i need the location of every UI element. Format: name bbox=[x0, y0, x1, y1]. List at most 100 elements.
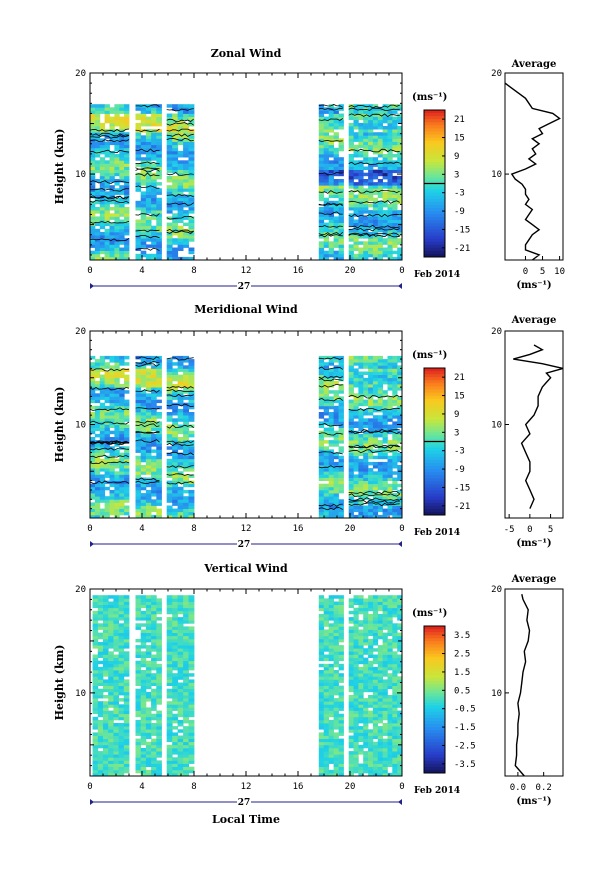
heatmap-cell bbox=[99, 368, 106, 372]
heatmap-cell bbox=[318, 719, 325, 724]
heatmap-cell bbox=[135, 663, 142, 668]
heatmap-cell bbox=[348, 465, 354, 469]
heatmap-cell bbox=[382, 157, 388, 161]
heatmap-cell bbox=[323, 399, 329, 404]
heatmap-cell bbox=[177, 676, 184, 680]
colorbar-step bbox=[424, 368, 445, 372]
heatmap-cell bbox=[397, 458, 403, 463]
heatmap-cell bbox=[323, 617, 329, 621]
heatmap-cell bbox=[177, 719, 184, 724]
heatmap-cell bbox=[372, 135, 379, 139]
heatmap-cell bbox=[372, 175, 379, 180]
heatmap-cell bbox=[188, 141, 195, 146]
heatmap-cell bbox=[166, 505, 173, 509]
heatmap-cell bbox=[363, 387, 369, 391]
heatmap-cell bbox=[166, 150, 173, 155]
zero-contours bbox=[89, 104, 400, 252]
heatmap-cell bbox=[318, 402, 325, 407]
contour-line bbox=[318, 378, 343, 382]
heatmap-cell bbox=[397, 132, 403, 136]
heatmap-cell bbox=[323, 505, 329, 509]
heatmap-cell bbox=[318, 225, 325, 230]
heatmap-cell bbox=[328, 623, 334, 627]
heatmap-cell bbox=[358, 726, 364, 730]
heatmap-cell bbox=[338, 769, 344, 774]
heatmap-cell bbox=[338, 455, 344, 460]
heatmap-cell bbox=[377, 772, 383, 777]
heatmap-cell bbox=[145, 623, 152, 627]
heatmap-cell bbox=[119, 166, 125, 170]
heatmap-cell bbox=[135, 396, 142, 400]
heatmap-cell bbox=[328, 194, 334, 199]
heatmap-cell bbox=[103, 601, 109, 605]
heatmap-cell bbox=[90, 418, 96, 422]
heatmap-cell bbox=[368, 698, 374, 702]
heatmap-cell bbox=[377, 390, 383, 394]
heatmap-cell bbox=[177, 122, 184, 127]
heatmap-cell bbox=[151, 623, 157, 627]
heatmap-cell bbox=[119, 465, 125, 469]
heatmap-cell bbox=[392, 726, 398, 730]
heatmap-cell bbox=[97, 626, 104, 630]
heatmap-cell bbox=[333, 772, 339, 777]
heatmap-cell bbox=[109, 197, 115, 202]
heatmap-cell bbox=[99, 440, 106, 444]
heatmap-cell bbox=[109, 244, 115, 248]
heatmap-cell bbox=[333, 138, 339, 142]
heatmap-cell bbox=[172, 676, 179, 680]
heatmap-cell bbox=[188, 489, 195, 494]
heatmap-cell bbox=[323, 751, 329, 755]
heatmap-cell bbox=[382, 710, 388, 715]
heatmap-cell bbox=[397, 238, 403, 242]
heatmap-cell bbox=[140, 604, 147, 609]
heatmap-cell bbox=[99, 468, 106, 472]
heatmap-cell bbox=[333, 607, 339, 612]
heatmap-cell bbox=[151, 238, 157, 242]
heatmap-cell bbox=[135, 415, 142, 419]
heatmap-cell bbox=[177, 607, 184, 612]
heatmap-cell bbox=[382, 119, 388, 124]
heatmap-cell bbox=[318, 704, 325, 708]
heatmap-cell bbox=[135, 144, 142, 149]
heatmap-cell bbox=[183, 446, 189, 450]
heatmap-cell bbox=[188, 502, 195, 506]
heatmap-cell bbox=[328, 405, 334, 410]
heatmap-cell bbox=[338, 116, 344, 121]
heatmap-cell bbox=[156, 110, 162, 114]
heatmap-cell bbox=[318, 228, 325, 233]
heatmap-cell bbox=[156, 253, 162, 258]
heatmap-cell bbox=[108, 601, 114, 605]
heatmap-cell bbox=[188, 147, 195, 152]
heatmap-cell bbox=[166, 132, 173, 136]
heatmap-cell bbox=[145, 154, 152, 158]
heatmap-cell bbox=[124, 253, 130, 258]
heatmap-cell bbox=[140, 493, 147, 497]
heatmap-cell bbox=[145, 716, 152, 721]
heatmap-cell bbox=[353, 691, 359, 696]
contour-line bbox=[135, 161, 160, 165]
heatmap-cell bbox=[382, 182, 388, 186]
heatmap-cell bbox=[177, 766, 184, 771]
heatmap-cell bbox=[382, 402, 388, 407]
heatmap-cell bbox=[166, 399, 173, 404]
heatmap-cell bbox=[172, 122, 179, 127]
heatmap-cell bbox=[397, 433, 403, 438]
heatmap-cell bbox=[333, 635, 339, 640]
heatmap-cell bbox=[177, 666, 184, 671]
heatmap-cell bbox=[140, 182, 147, 186]
heatmap-cell bbox=[99, 210, 106, 214]
heatmap-cell bbox=[94, 210, 101, 214]
heatmap-cell bbox=[145, 483, 152, 488]
heatmap-cell bbox=[151, 695, 157, 699]
heatmap-cell bbox=[328, 726, 334, 730]
heatmap-cell bbox=[338, 629, 344, 633]
heatmap-cell bbox=[124, 210, 130, 214]
heatmap-cell bbox=[151, 654, 157, 658]
heatmap-cell bbox=[323, 147, 329, 152]
heatmap-cell bbox=[188, 365, 195, 369]
heatmap-cell bbox=[108, 660, 114, 665]
heatmap-cell bbox=[166, 626, 173, 630]
contour-line bbox=[166, 172, 194, 176]
heatmap-cell bbox=[372, 371, 379, 375]
heatmap-cell bbox=[318, 157, 325, 161]
